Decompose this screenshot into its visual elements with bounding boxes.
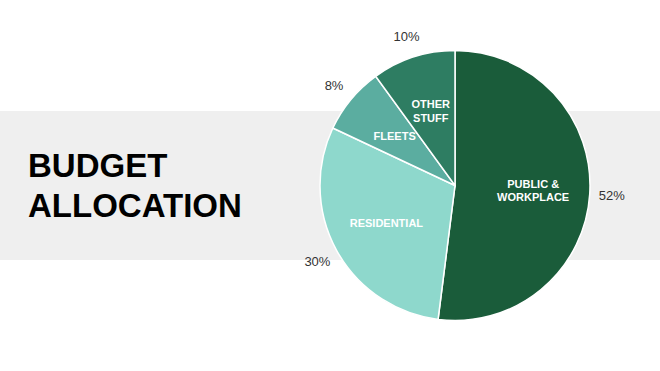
html-text:ALLOCATION: ALLOCATION (28, 186, 242, 224)
svg-text:30%: 30% (304, 254, 330, 269)
svg-text:PUBLIC &WORKPLACE: PUBLIC &WORKPLACE (497, 178, 569, 203)
svg-text:FLEETS: FLEETS (374, 130, 416, 142)
svg-text:8%: 8% (325, 78, 344, 93)
html-text:BUDGET: BUDGET (28, 146, 168, 184)
svg-text:10%: 10% (393, 29, 419, 44)
svg-text:52%: 52% (599, 188, 625, 203)
svg-text:OTHERSTUFF: OTHERSTUFF (412, 98, 451, 123)
svg-text:RESIDENTIAL: RESIDENTIAL (350, 217, 424, 229)
